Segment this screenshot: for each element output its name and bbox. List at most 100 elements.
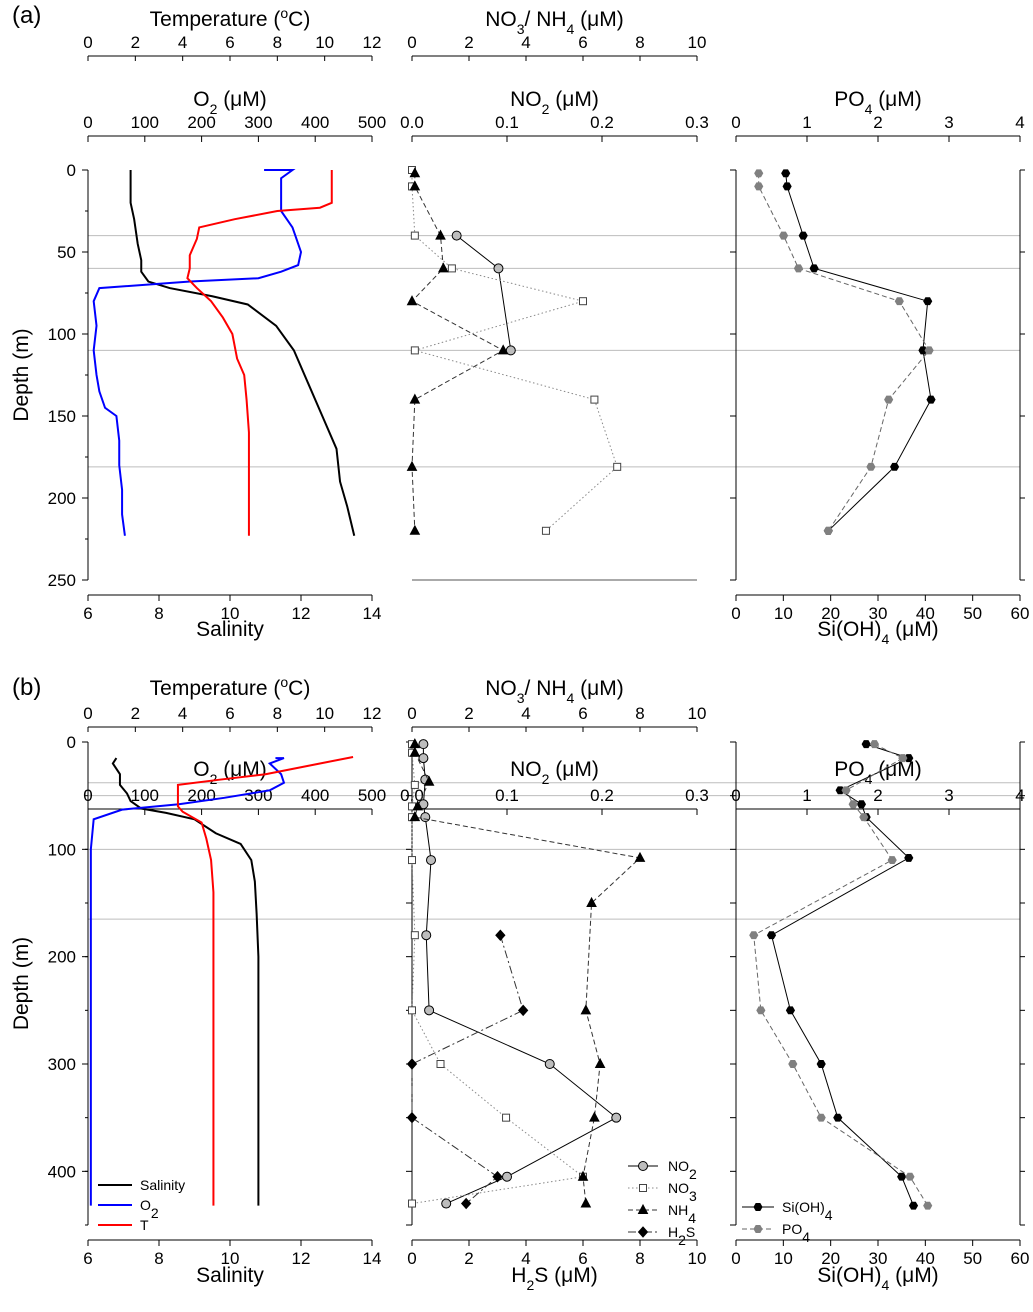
si-tick-label: 20 — [821, 604, 840, 623]
no2-tick-label: 0.0 — [400, 113, 424, 132]
po4-tick-label: 0 — [731, 113, 740, 132]
series-po-point — [924, 346, 934, 355]
series-sioh-point — [889, 462, 900, 471]
series-no-point — [447, 264, 456, 273]
series-no-line — [422, 744, 618, 1204]
series-po-point — [869, 740, 880, 749]
legend-label: T — [140, 1217, 149, 1233]
temp-tick-label: 10 — [315, 704, 334, 723]
legend-marker — [639, 1184, 647, 1192]
depth-tick-label: 0 — [67, 161, 76, 180]
no2-axis-title: NO2 (μM) — [510, 758, 599, 787]
no2-tick-label: 0.3 — [685, 786, 709, 805]
h2s-tick-label: 2 — [464, 1249, 473, 1268]
series-hs-point — [517, 1004, 529, 1017]
sal-tick-label: 14 — [363, 604, 382, 623]
sal-tick-label: 10 — [221, 604, 240, 623]
po4-tick-label: 4 — [1015, 113, 1024, 132]
series-hs-point — [460, 1197, 472, 1210]
o2-tick-label: 100 — [131, 786, 159, 805]
po4-tick-label: 3 — [944, 113, 953, 132]
legend-marker — [753, 1203, 763, 1211]
series-nh-point — [580, 1004, 592, 1015]
po4-tick-label: 1 — [802, 786, 811, 805]
depth-tick-label: 100 — [48, 840, 76, 859]
series-po-point — [788, 1060, 798, 1068]
po4-tick-label: 4 — [1015, 786, 1024, 805]
series-no-point — [418, 753, 429, 764]
series-hs-point — [406, 1111, 418, 1124]
temp-tick-label: 2 — [131, 33, 140, 52]
series-no-point — [424, 1005, 435, 1016]
series-no-point — [410, 231, 419, 240]
series-po-point — [859, 813, 869, 822]
temp-tick-label: 6 — [225, 704, 234, 723]
o2-tick-label: 200 — [187, 113, 215, 132]
chart-2: 0 2 4 6 8 10 NO3/ NH4 (μM) 0.0 0.1 0.2 0.3 NO2 (μM) — [400, 8, 709, 581]
si-axis-title: Si(OH)4 (μM) — [817, 1264, 938, 1293]
series-no-point — [502, 1171, 512, 1182]
o2-tick-label: 500 — [358, 786, 386, 805]
depth-axis-title: Depth (m) — [10, 937, 33, 1030]
sal-tick-label: 8 — [154, 1249, 163, 1268]
series-sioh-point — [785, 1006, 796, 1015]
si-tick-label: 30 — [869, 1249, 888, 1268]
sal-tick-label: 10 — [221, 1249, 240, 1268]
no3-tick-label: 0 — [407, 33, 416, 52]
depth-tick-label: 200 — [48, 489, 76, 508]
sal-tick-label: 12 — [292, 1249, 311, 1268]
chart-5: 0 2 4 6 8 10 NO3/ NH4 (μM) 0.0 0.1 0.2 0.3 NO2 (μM)… — [400, 677, 709, 1293]
series-nh-line — [414, 744, 642, 1204]
si-tick-label: 10 — [774, 1249, 793, 1268]
series-sioh-point — [766, 931, 777, 940]
si-tick-label: 60 — [1011, 1249, 1030, 1268]
depth-tick-label: 300 — [48, 1055, 76, 1074]
series-no-point — [420, 812, 431, 823]
no2-tick-label: 0.3 — [685, 113, 709, 132]
legend-label: O2 — [140, 1197, 159, 1221]
series-no-point — [590, 395, 599, 404]
no3-tick-label: 10 — [688, 704, 707, 723]
series-no-point — [408, 1199, 416, 1208]
series-nh-point — [409, 811, 421, 822]
depth-tick-label: 400 — [48, 1162, 76, 1181]
series-no-point — [451, 230, 462, 241]
temp-tick-label: 10 — [315, 33, 334, 52]
series-po-point — [754, 182, 764, 191]
po4-tick-label: 1 — [802, 113, 811, 132]
legend-marker — [637, 1203, 649, 1214]
series-no-point — [441, 1198, 452, 1209]
temp-tick-label: 8 — [273, 33, 282, 52]
series-po-point — [894, 297, 904, 306]
series-nh-point — [409, 180, 421, 191]
series-sioh-point — [856, 800, 867, 809]
series-no-point — [426, 855, 436, 866]
o2-tick-label: 0 — [83, 786, 92, 805]
si-tick-label: 40 — [916, 1249, 935, 1268]
no3-tick-label: 2 — [464, 33, 473, 52]
no3-tick-label: 8 — [635, 33, 644, 52]
legend-label: Salinity — [140, 1177, 185, 1193]
h2s-tick-label: 6 — [578, 1249, 587, 1268]
panel-a-label: (a) — [12, 2, 42, 29]
si-tick-label: 50 — [963, 1249, 982, 1268]
po4-axis-title: PO4 (μM) — [834, 758, 922, 787]
po4-tick-label: 2 — [873, 113, 882, 132]
series-po-point — [749, 931, 759, 940]
series-hs-point — [492, 1170, 503, 1183]
series-po-point — [756, 1006, 766, 1015]
no2-tick-label: 0.1 — [495, 786, 519, 805]
panel-b-label: (b) — [12, 674, 42, 701]
temp-axis-title: Temperature (oC) — [150, 674, 311, 700]
depth-tick-label: 100 — [48, 325, 76, 344]
series-sioh-line — [770, 743, 914, 1206]
series-po-line — [753, 743, 929, 1206]
series-nh-point — [406, 460, 418, 471]
series-sioh-point — [923, 297, 933, 306]
series-no-point — [493, 263, 504, 274]
series-hs-point — [495, 929, 506, 941]
temp-tick-label: 0 — [83, 704, 92, 723]
temp-tick-label: 4 — [178, 704, 187, 723]
